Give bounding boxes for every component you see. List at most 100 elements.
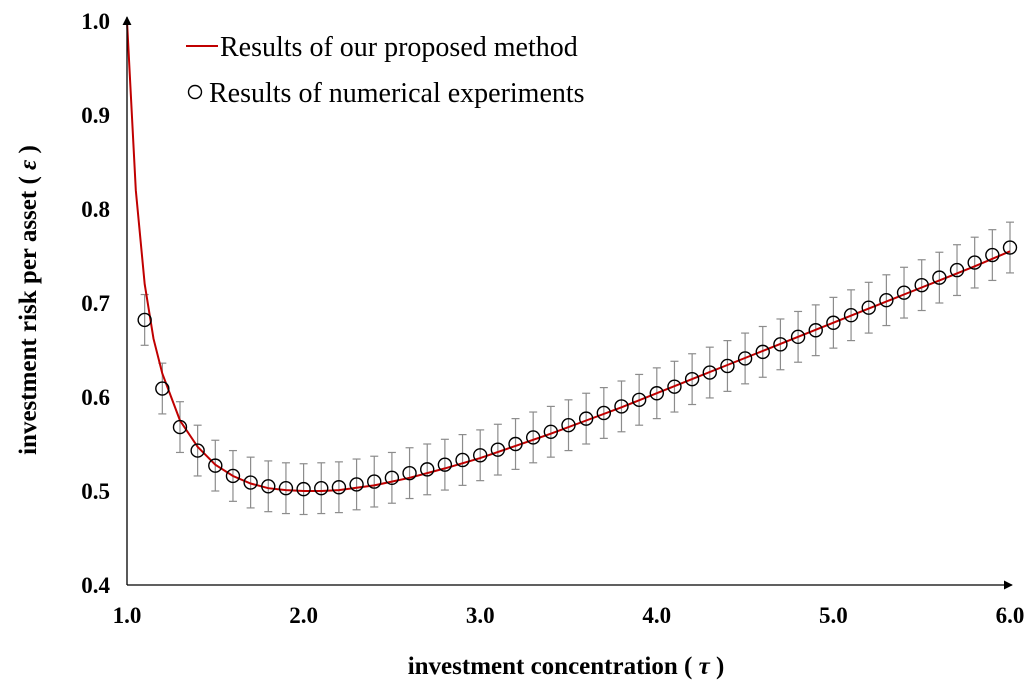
y-tick-label: 0.4	[81, 573, 110, 598]
error-bar	[882, 274, 891, 327]
error-bar	[281, 462, 290, 515]
data-point	[420, 462, 435, 477]
data-point	[473, 448, 488, 463]
error-bar	[423, 443, 432, 496]
error-bar	[476, 429, 485, 482]
error-bar	[458, 434, 467, 486]
data-point	[702, 365, 717, 380]
error-bar	[387, 451, 396, 504]
data-point	[543, 424, 559, 439]
error-bar	[953, 244, 962, 297]
data-point	[578, 411, 594, 426]
data-point	[508, 436, 523, 452]
error-bar	[1006, 221, 1014, 274]
x-axis-title-symbol: τ	[699, 653, 711, 680]
data-point	[737, 351, 753, 366]
error-bar	[546, 405, 555, 458]
legend-label-numerical-experiments: Results of numerical experiments	[209, 78, 585, 109]
y-tick-labels: 0.4 0.5 0.6 0.7 0.8 0.9 1.0	[81, 9, 110, 598]
data-point	[314, 480, 329, 496]
x-axis-title-prefix: investment concentration (	[408, 653, 699, 680]
data-point	[437, 457, 453, 472]
y-tick-label: 0.8	[81, 197, 110, 222]
data-point	[190, 443, 205, 458]
legend-label-proposed-method: Results of our proposed method	[220, 32, 578, 63]
data-point	[649, 386, 664, 401]
error-bar	[511, 418, 520, 470]
error-bar	[352, 458, 361, 511]
data-point	[949, 262, 965, 278]
x-tick-label: 2.0	[289, 603, 318, 628]
error-bars	[140, 221, 1014, 516]
data-point	[455, 452, 470, 468]
error-bar	[334, 461, 343, 514]
x-tick-label: 5.0	[819, 603, 848, 628]
legend: Results of our proposed method Results o…	[186, 32, 585, 109]
data-point	[278, 480, 294, 496]
data-point	[243, 475, 258, 490]
data-point	[402, 465, 417, 481]
error-bar	[529, 411, 538, 464]
error-bar	[299, 463, 308, 516]
error-bar	[582, 392, 591, 445]
data-point	[261, 479, 276, 494]
y-tick-label: 1.0	[81, 9, 110, 34]
series-line-proposed-method	[126, 20, 1011, 492]
x-tick-labels: 1.0 2.0 3.0 4.0 5.0 6.0	[113, 603, 1025, 628]
data-point	[985, 247, 1000, 263]
error-bar	[193, 424, 202, 477]
y-tick-label: 0.6	[81, 385, 110, 410]
x-axis-title-suffix: )	[710, 653, 725, 680]
data-point	[208, 458, 223, 473]
data-point	[225, 468, 241, 484]
data-point	[790, 329, 806, 345]
error-bar	[493, 423, 502, 476]
x-tick-label: 4.0	[642, 603, 671, 628]
error-bar	[917, 259, 926, 312]
data-point	[490, 442, 506, 457]
x-tick-label: 1.0	[113, 603, 142, 628]
data-point	[932, 270, 947, 285]
data-point	[826, 315, 841, 330]
x-tick-label: 3.0	[466, 603, 495, 628]
data-point	[879, 292, 894, 308]
error-bar	[900, 266, 909, 319]
error-bar	[564, 399, 573, 452]
data-point	[720, 358, 735, 374]
data-point	[331, 480, 347, 495]
x-axis-title: investment concentration ( τ )	[408, 653, 725, 680]
data-point	[967, 255, 982, 270]
error-bar	[970, 236, 979, 289]
data-point	[367, 474, 382, 489]
data-point	[755, 344, 770, 360]
y-axis-title-suffix: )	[15, 145, 42, 160]
data-point	[896, 285, 912, 300]
y-tick-label: 0.7	[81, 291, 110, 316]
data-point	[843, 308, 859, 323]
scatter-points	[137, 240, 1018, 497]
y-axis-title-prefix: investment risk per asset (	[15, 170, 42, 455]
y-tick-label: 0.9	[81, 103, 110, 128]
data-point	[296, 481, 311, 497]
legend-circle-swatch	[187, 84, 203, 100]
data-point	[631, 392, 647, 408]
data-point	[525, 430, 541, 445]
y-axis-title: investment risk per asset ( ε )	[15, 145, 42, 455]
data-point	[1002, 240, 1018, 255]
error-bar	[988, 229, 997, 282]
error-bar	[264, 460, 273, 513]
error-bar	[440, 438, 449, 491]
data-point	[614, 399, 629, 414]
data-point	[349, 477, 364, 492]
data-point	[861, 300, 876, 315]
y-axis-title-symbol: ε	[15, 159, 42, 170]
error-bar	[175, 401, 184, 454]
y-tick-label: 0.5	[81, 479, 110, 504]
data-point	[667, 379, 682, 394]
data-point	[561, 418, 576, 433]
data-point	[914, 277, 929, 293]
error-bar	[935, 251, 944, 304]
data-point	[596, 405, 612, 421]
data-point	[808, 323, 823, 338]
